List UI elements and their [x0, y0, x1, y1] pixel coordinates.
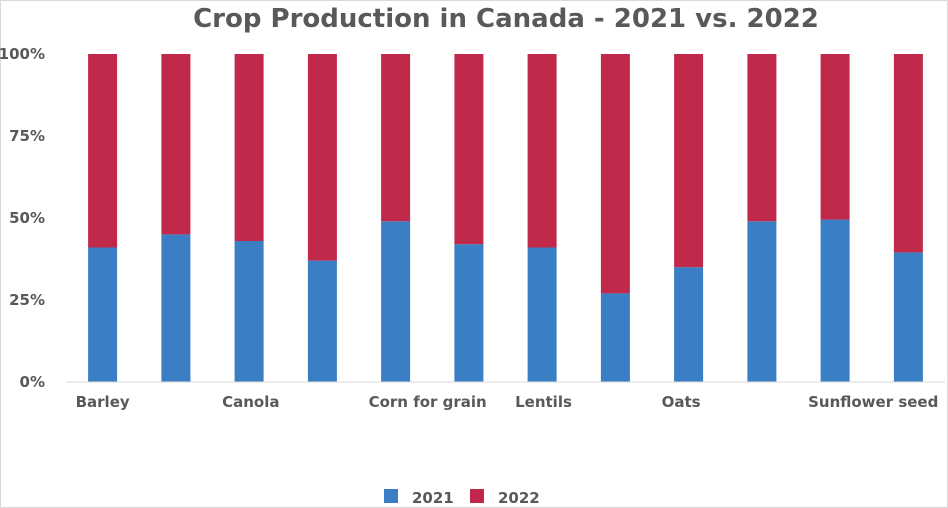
bar-2022-7: [527, 54, 557, 248]
bar-2021-12: [893, 252, 923, 382]
y-axis: 0% 25% 50% 75% 100%: [0, 45, 45, 391]
x-tick-label: Oats: [662, 393, 701, 411]
bar-2021-11: [820, 219, 850, 382]
bar-2021-7: [527, 247, 557, 382]
bar-2022-5: [381, 54, 411, 222]
bar-2021-6: [454, 244, 484, 382]
bar-2021-9: [674, 267, 704, 382]
y-tick-label: 0%: [20, 373, 45, 391]
bars: [88, 54, 923, 382]
y-tick-label: 50%: [9, 209, 45, 227]
legend-swatch-2022: [470, 489, 484, 503]
bar-2021-4: [307, 260, 337, 382]
legend-label-2022: 2022: [498, 489, 540, 507]
bar-2022-10: [747, 54, 777, 222]
legend: 2021 2022: [384, 489, 540, 507]
bar-2021-10: [747, 221, 777, 382]
x-tick-label: Corn for grain: [369, 393, 487, 411]
bar-2022-12: [893, 54, 923, 253]
bar-2021-2: [161, 234, 191, 382]
chart-title: Crop Production in Canada - 2021 vs. 202…: [193, 4, 819, 34]
bar-2021-1: [88, 247, 118, 382]
bar-2022-11: [820, 54, 850, 220]
legend-swatch-2021: [384, 489, 398, 503]
y-tick-label: 25%: [9, 291, 45, 309]
legend-label-2021: 2021: [412, 489, 454, 507]
x-tick-label: Lentils: [515, 393, 572, 411]
x-axis: Barley Canola Corn for grain Lentils Oats Sun…: [76, 393, 939, 411]
x-tick-label: Sunflower seed: [808, 393, 938, 411]
x-tick-label: Barley: [76, 393, 130, 411]
bar-2022-2: [161, 54, 191, 235]
y-tick-label: 100%: [0, 45, 45, 63]
bar-2021-3: [234, 241, 264, 382]
bar-2022-8: [600, 54, 630, 294]
bar-2022-6: [454, 54, 484, 245]
bar-2022-3: [234, 54, 264, 241]
bar-2022-1: [88, 54, 118, 248]
bar-2022-4: [307, 54, 337, 261]
bar-2021-8: [600, 293, 630, 382]
x-tick-label: Canola: [222, 393, 279, 411]
bar-2021-5: [381, 221, 411, 382]
y-tick-label: 75%: [9, 127, 45, 145]
bar-2022-9: [674, 54, 704, 268]
